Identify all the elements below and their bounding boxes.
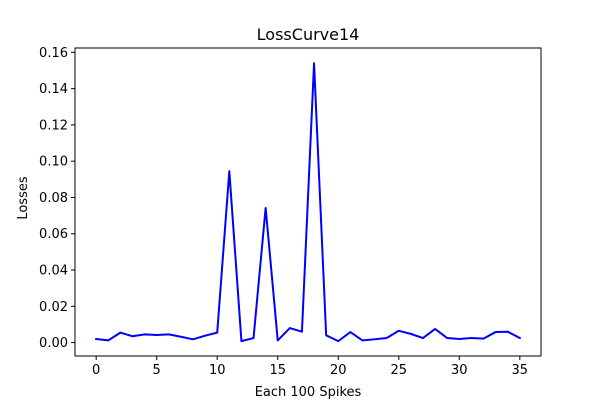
y-tick-label: 0.06 bbox=[39, 227, 68, 242]
x-tick-label: 0 bbox=[92, 363, 100, 378]
y-tick-label: 0.14 bbox=[39, 82, 68, 97]
x-tick-label: 15 bbox=[269, 363, 286, 378]
y-tick-label: 0.00 bbox=[39, 336, 68, 351]
x-tick-label: 25 bbox=[391, 363, 408, 378]
plot-frame bbox=[74, 47, 542, 357]
x-tick-label: 35 bbox=[512, 363, 529, 378]
chart-title: LossCurve14 bbox=[257, 25, 360, 44]
x-tick-label: 5 bbox=[153, 363, 161, 378]
x-tick-label: 20 bbox=[330, 363, 347, 378]
y-tick-label: 0.10 bbox=[39, 155, 68, 170]
y-tick-label: 0.02 bbox=[39, 300, 68, 315]
x-tick-label: 10 bbox=[209, 363, 226, 378]
y-axis-title: Losses bbox=[16, 176, 31, 220]
x-axis-title: Each 100 Spikes bbox=[255, 385, 362, 400]
y-tick-label: 0.08 bbox=[39, 191, 68, 206]
y-tick-label: 0.16 bbox=[39, 46, 68, 61]
y-tick-label: 0.12 bbox=[39, 118, 68, 133]
y-tick-label: 0.04 bbox=[39, 264, 68, 279]
series-line-0 bbox=[95, 62, 522, 343]
x-tick-label: 30 bbox=[451, 363, 468, 378]
plot-area: 0 5 10 15 20 25 30 35 0.00 0.02 0.04 0.06 0.08 0.10 0.… bbox=[39, 46, 542, 378]
